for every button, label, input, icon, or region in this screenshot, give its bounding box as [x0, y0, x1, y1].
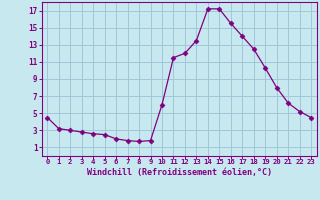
X-axis label: Windchill (Refroidissement éolien,°C): Windchill (Refroidissement éolien,°C) — [87, 168, 272, 177]
